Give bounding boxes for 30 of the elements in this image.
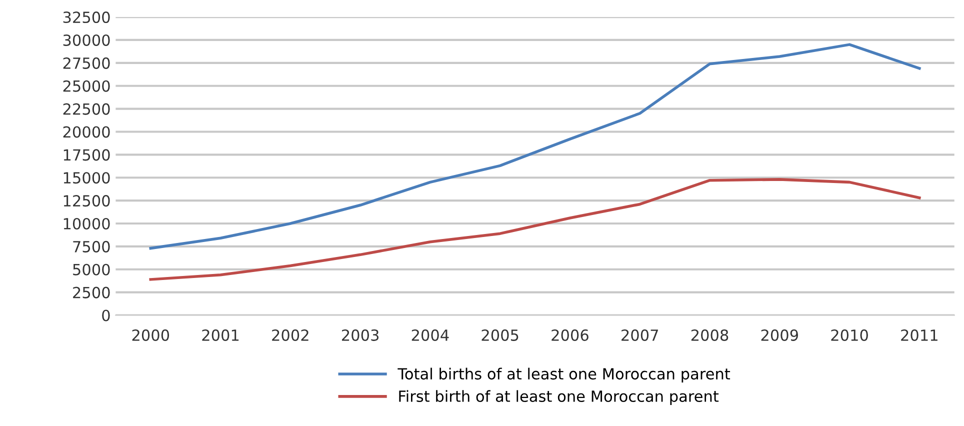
- y-tick-label: 2500: [73, 286, 110, 298]
- y-tick-label: 25000: [63, 80, 110, 92]
- x-tick-label: 2007: [622, 329, 658, 341]
- x-tick-label: 2010: [831, 329, 868, 341]
- x-tick-label: 2003: [342, 329, 379, 341]
- x-tick-label: 2009: [761, 329, 798, 341]
- x-tick-label: 2006: [552, 329, 588, 341]
- y-tick-label: 0: [102, 310, 110, 322]
- y-tick-label: 15000: [64, 172, 110, 184]
- y-tick-label: 7500: [73, 240, 110, 252]
- x-tick-label: 2002: [272, 329, 308, 341]
- y-tick-label: 27500: [63, 57, 110, 69]
- legend-label: Total births of at least one Moroccan parent: [398, 368, 730, 383]
- y-tick-label: 10000: [64, 218, 110, 230]
- line-series: [149, 43, 921, 250]
- x-tick-label: 2008: [691, 329, 728, 341]
- x-tick-label: 2004: [412, 329, 449, 341]
- y-tick-label: 20000: [63, 126, 110, 138]
- line-series: [149, 178, 921, 281]
- y-tick-label: 5000: [73, 264, 110, 276]
- y-tick-label: 17500: [64, 149, 110, 161]
- x-tick-label: 2001: [202, 329, 239, 341]
- x-tick-label: 2005: [482, 329, 518, 341]
- y-tick-label: 32500: [63, 12, 110, 24]
- x-tick-label: 2011: [901, 329, 938, 341]
- y-tick-label: 22500: [63, 103, 110, 115]
- legend-label: First birth of at least one Moroccan parent: [399, 390, 719, 405]
- y-tick-label: 30000: [63, 34, 110, 46]
- x-tick-label: 2000: [132, 329, 170, 341]
- y-tick-label: 12500: [64, 195, 110, 207]
